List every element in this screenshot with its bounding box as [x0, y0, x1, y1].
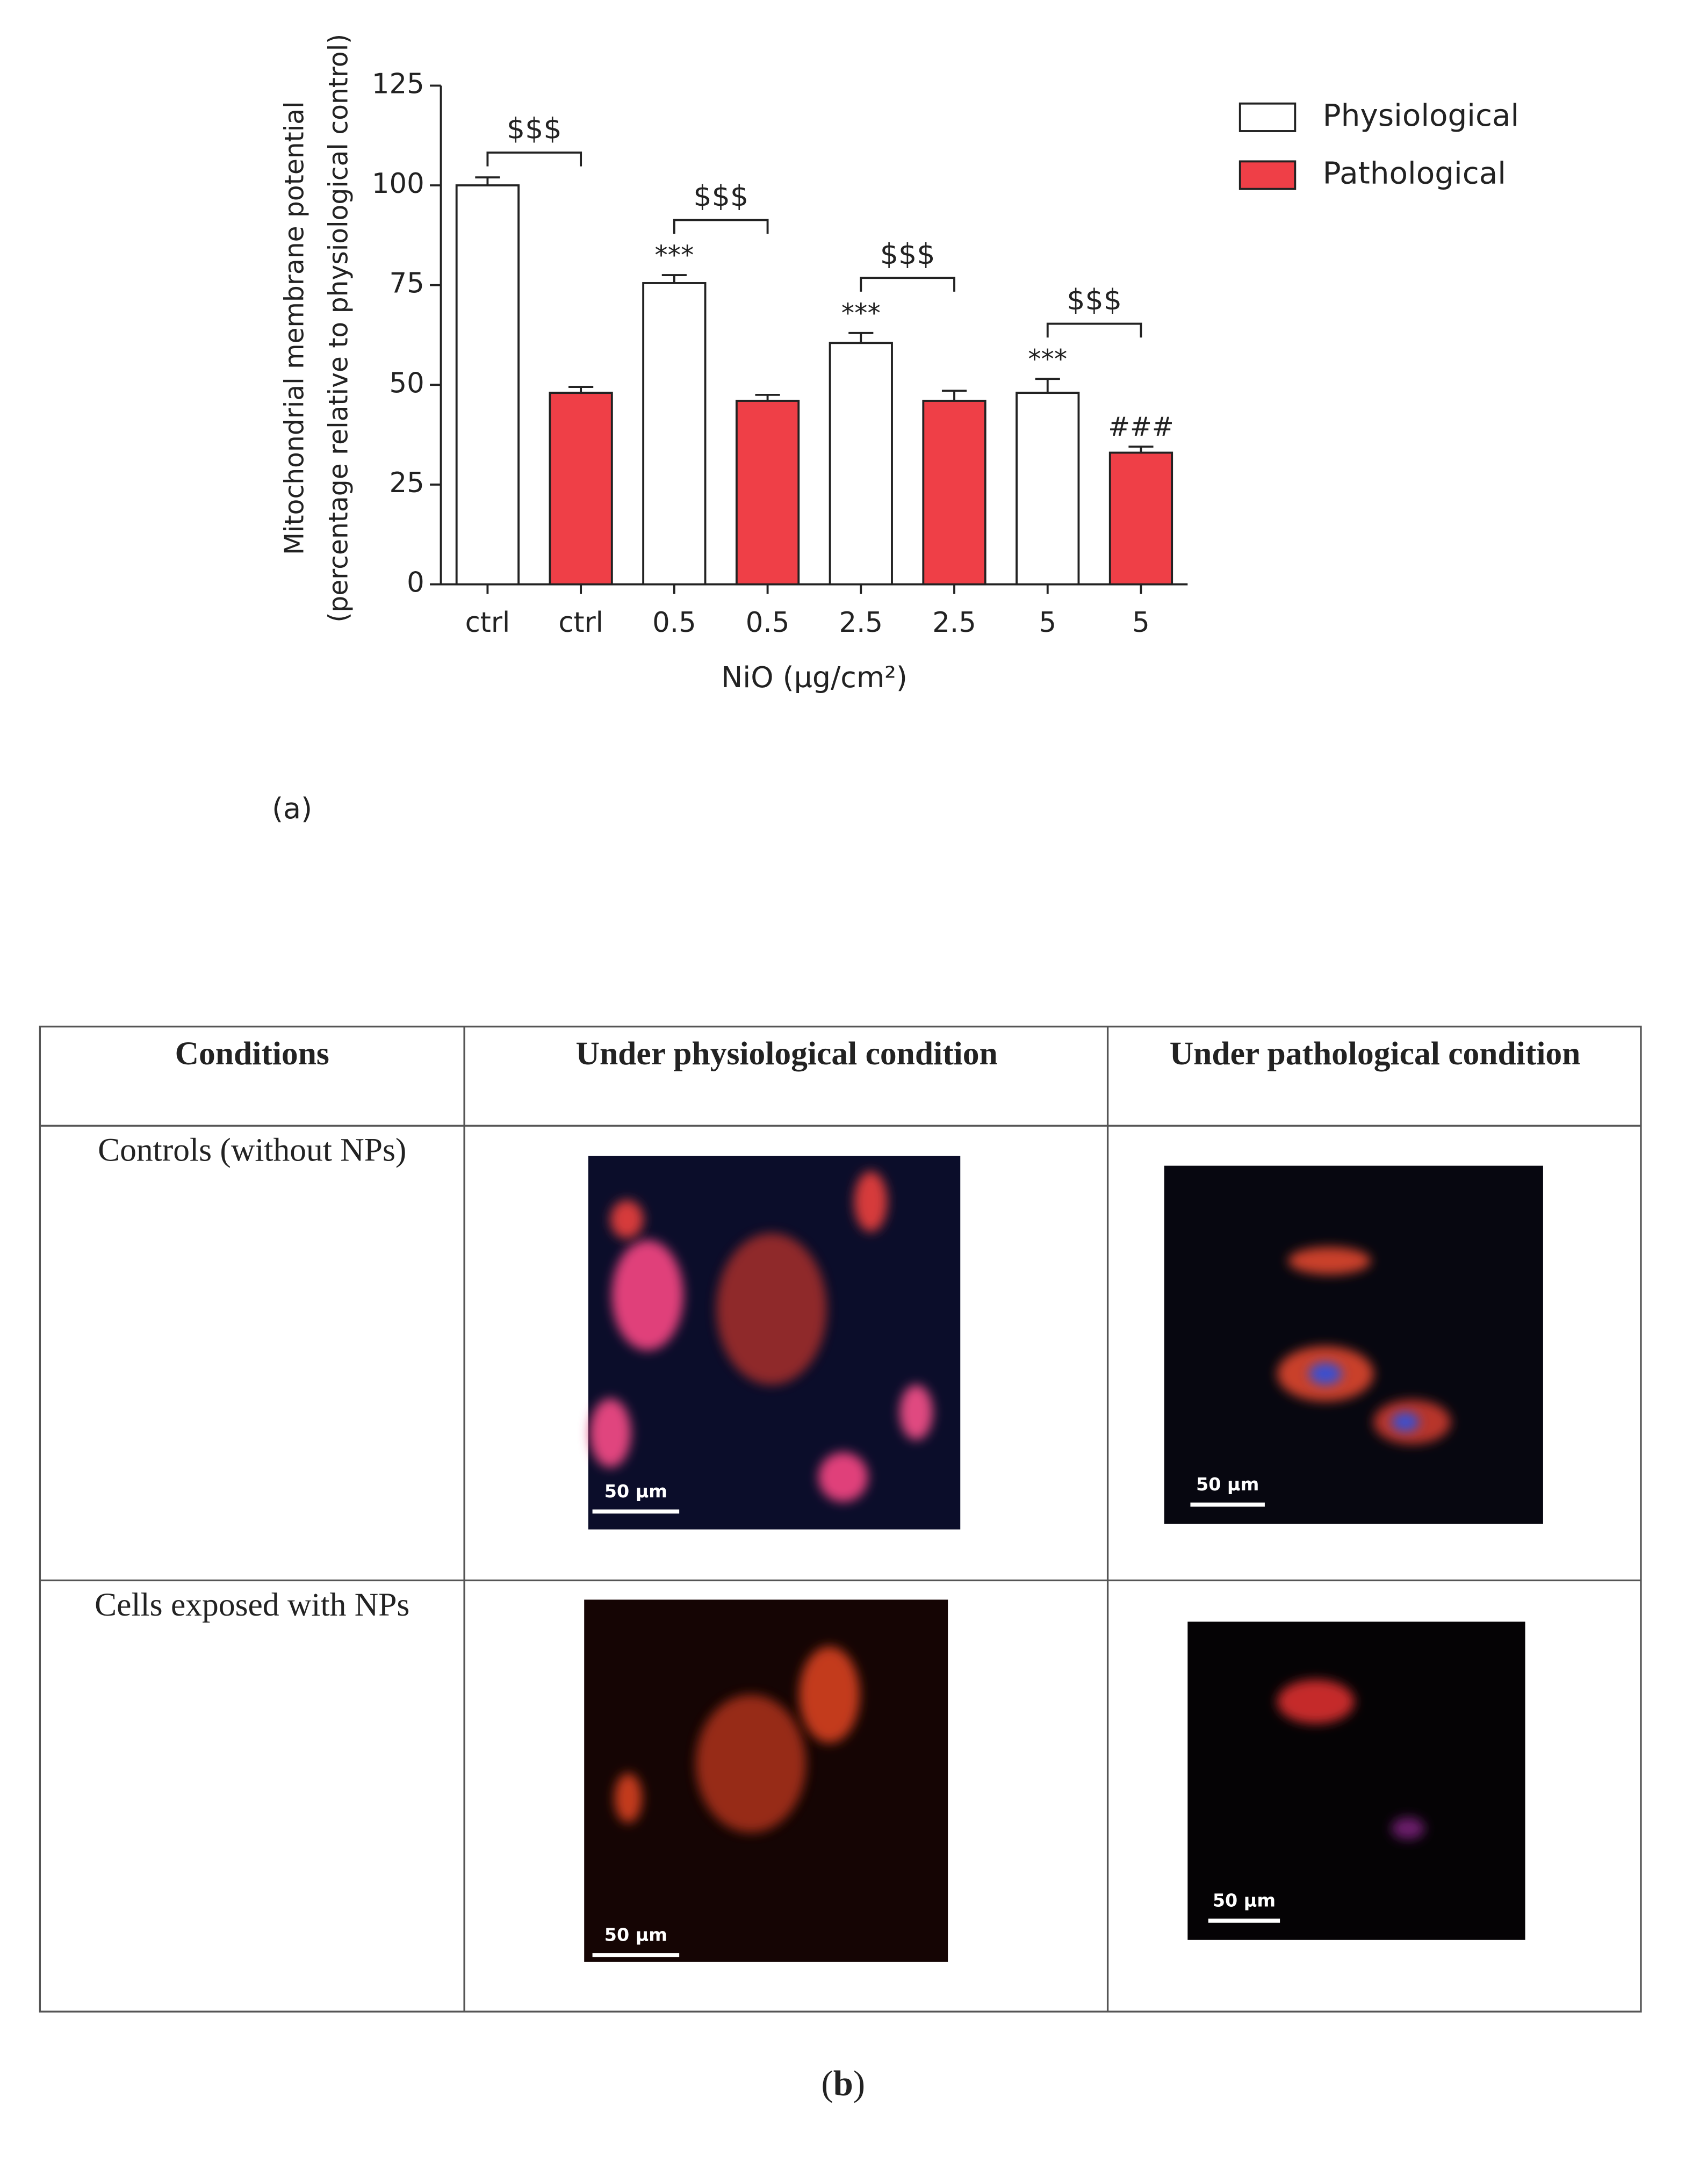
y-tick-label: 50 — [390, 367, 424, 399]
x-tick-label: 5 — [1039, 607, 1056, 639]
y-axis-label: Mitochondrial membrane potential — [279, 101, 309, 555]
x-tick-label: 0.5 — [652, 607, 696, 639]
bar — [829, 342, 893, 586]
x-tick-label: ctrl — [558, 607, 603, 639]
bar — [1108, 451, 1173, 586]
significance-label: $$$ — [693, 179, 748, 213]
significance-label: *** — [841, 298, 881, 328]
table-border — [39, 1026, 1642, 2013]
table — [39, 1026, 1642, 2013]
y-tick-label: 100 — [372, 168, 424, 200]
x-tick-label: 2.5 — [839, 607, 883, 639]
scale-bar-label: 50 µm — [604, 1481, 667, 1502]
row-label: Cells exposed with NPs — [95, 1587, 409, 1623]
table-header: Under physiological condition — [576, 1035, 998, 1072]
x-tick-label: 5 — [1132, 607, 1150, 639]
bar — [1016, 392, 1080, 586]
bar — [922, 400, 986, 586]
significance-label: *** — [654, 241, 694, 271]
row-label: Controls (without NPs) — [98, 1132, 406, 1169]
significance-bracket — [673, 219, 769, 234]
micrograph — [1164, 1165, 1543, 1524]
legend-label: Pathological — [1323, 156, 1506, 191]
significance-label: $$$ — [507, 112, 562, 146]
significance-bracket — [1046, 322, 1142, 338]
significance-label: $$$ — [880, 237, 935, 271]
bar — [455, 184, 520, 586]
panel-label-part: ( — [822, 2064, 833, 2103]
legend-swatch — [1238, 160, 1297, 190]
y-tick-label: 125 — [372, 68, 424, 100]
scale-bar-label: 50 µm — [604, 1924, 667, 1945]
panel-label-part: b — [833, 2064, 853, 2103]
x-tick-label: ctrl — [465, 607, 510, 639]
x-tick-label: 0.5 — [746, 607, 790, 639]
bar — [735, 400, 800, 586]
y-tick-label: 25 — [390, 467, 424, 499]
y-tick-label: 75 — [390, 268, 424, 300]
micrograph — [588, 1156, 961, 1530]
y-axis-label: (percentage relative to physiological co… — [323, 34, 354, 623]
scale-bar-label: 50 µm — [1196, 1474, 1259, 1495]
legend-label: Physiological — [1323, 98, 1520, 133]
x-tick-label: 2.5 — [932, 607, 976, 639]
x-axis-label: NiO (µg/cm²) — [721, 660, 908, 694]
table-header: Under pathological condition — [1170, 1035, 1581, 1072]
significance-bracket — [860, 277, 955, 292]
panel-label: (b) — [822, 2064, 865, 2103]
scale-bar-label: 50 µm — [1213, 1890, 1276, 1911]
significance-label: *** — [1028, 344, 1067, 374]
micrograph — [584, 1599, 948, 1962]
micrograph — [1187, 1621, 1525, 1940]
bar — [642, 282, 707, 586]
panel-label-part: ) — [853, 2064, 865, 2103]
bar — [549, 392, 613, 586]
y-tick-label: 0 — [407, 567, 424, 599]
significance-label: $$$ — [1067, 283, 1122, 316]
table-header: Conditions — [175, 1035, 329, 1072]
legend-swatch — [1238, 102, 1297, 132]
significance-bracket — [486, 152, 582, 167]
panel-label: (a) — [272, 791, 312, 825]
significance-label: ### — [1108, 412, 1173, 442]
